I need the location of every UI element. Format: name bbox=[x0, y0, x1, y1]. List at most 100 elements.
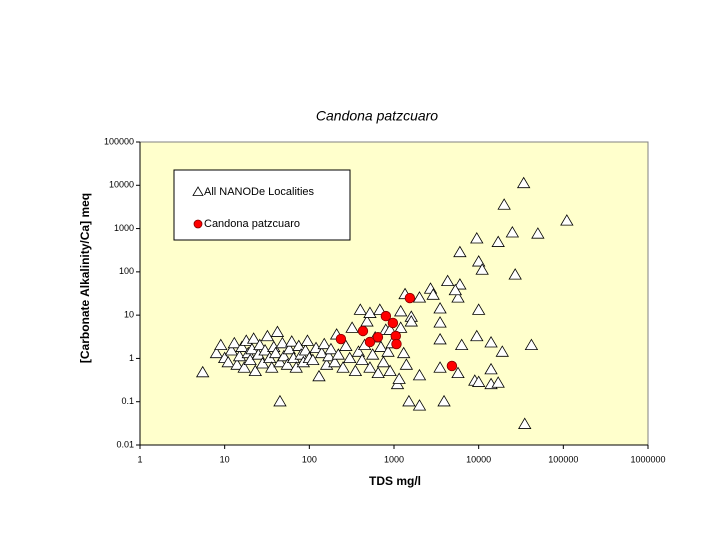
triangle-marker bbox=[412, 399, 427, 411]
y-tick-label: 0.01 bbox=[116, 439, 134, 449]
triangle-marker bbox=[505, 225, 520, 238]
circle-marker bbox=[372, 331, 384, 343]
triangle-marker bbox=[470, 232, 484, 244]
triangle-marker bbox=[324, 342, 338, 355]
triangle-marker bbox=[491, 376, 505, 388]
legend-label: Candona patzcuaro bbox=[204, 218, 300, 230]
triangle-marker bbox=[360, 315, 374, 327]
triangle-marker bbox=[273, 394, 287, 407]
triangle-marker bbox=[437, 394, 451, 407]
triangle-marker bbox=[453, 245, 467, 258]
triangle-marker bbox=[433, 302, 447, 314]
triangle-marker bbox=[268, 346, 283, 359]
triangle-marker bbox=[470, 329, 484, 342]
triangle-marker bbox=[258, 344, 272, 356]
y-axis-label: [Carbonate Alkalinity/Ca] meq bbox=[78, 193, 92, 363]
triangle-marker bbox=[371, 366, 385, 379]
triangle-marker bbox=[484, 362, 498, 375]
triangle-marker bbox=[508, 268, 522, 280]
triangle-marker bbox=[448, 283, 463, 296]
x-tick-label: 100000 bbox=[548, 454, 578, 464]
triangle-marker bbox=[275, 336, 290, 349]
triangle-marker bbox=[471, 303, 486, 315]
x-tick-label: 100 bbox=[302, 454, 317, 464]
circle-marker bbox=[380, 310, 392, 322]
triangle-marker bbox=[232, 349, 247, 362]
legend-box bbox=[173, 169, 351, 241]
x-tick-label: 1000000 bbox=[630, 454, 665, 464]
y-tick-label: 100000 bbox=[104, 136, 134, 146]
circle-marker bbox=[404, 292, 416, 304]
triangle-marker bbox=[394, 321, 408, 333]
triangle-marker bbox=[374, 340, 388, 352]
triangle-marker bbox=[531, 227, 545, 239]
circle-marker bbox=[446, 360, 458, 372]
chart-title: Candona patzcuaro bbox=[316, 108, 438, 124]
triangle-marker bbox=[248, 364, 262, 377]
triangle-marker bbox=[471, 375, 486, 387]
triangle-marker bbox=[524, 338, 539, 350]
triangle-marker bbox=[454, 338, 469, 350]
triangle-marker bbox=[345, 321, 359, 333]
triangle-marker bbox=[433, 361, 447, 373]
triangle-marker bbox=[224, 344, 239, 356]
triangle-marker bbox=[300, 334, 315, 346]
triangle-marker bbox=[383, 364, 397, 377]
triangle-marker bbox=[440, 274, 455, 287]
triangle-marker bbox=[277, 349, 291, 362]
triangle-marker bbox=[282, 342, 297, 355]
triangle-marker bbox=[451, 366, 465, 379]
legend-marker bbox=[193, 219, 203, 229]
triangle-marker bbox=[260, 329, 275, 342]
triangle-marker bbox=[312, 369, 326, 382]
y-tick-label: 1 bbox=[129, 353, 134, 363]
triangle-marker bbox=[355, 353, 369, 366]
triangle-marker bbox=[230, 358, 244, 370]
triangle-marker bbox=[394, 304, 408, 317]
triangle-marker bbox=[376, 355, 391, 368]
triangle-marker bbox=[322, 349, 336, 362]
triangle-marker bbox=[331, 348, 346, 360]
triangle-marker bbox=[353, 303, 368, 315]
triangle-marker bbox=[285, 335, 299, 347]
triangle-marker bbox=[273, 355, 287, 368]
legend-marker bbox=[192, 186, 204, 196]
circle-marker bbox=[364, 336, 376, 348]
x-tick-label: 1 bbox=[137, 454, 142, 464]
triangle-marker bbox=[363, 306, 377, 318]
triangle-marker bbox=[484, 335, 498, 348]
triangle-marker bbox=[404, 315, 418, 327]
triangle-marker bbox=[381, 345, 395, 357]
triangle-marker bbox=[433, 332, 447, 345]
y-tick-label: 10 bbox=[124, 310, 134, 320]
triangle-marker bbox=[221, 355, 235, 368]
y-tick-label: 10000 bbox=[109, 180, 134, 190]
triangle-marker bbox=[237, 361, 251, 373]
triangle-marker bbox=[402, 394, 416, 407]
triangle-marker bbox=[328, 355, 342, 368]
triangle-marker bbox=[214, 338, 228, 350]
triangle-marker bbox=[246, 332, 261, 344]
y-tick-label: 0.1 bbox=[121, 396, 134, 406]
triangle-marker bbox=[298, 344, 313, 356]
triangle-marker bbox=[475, 263, 489, 275]
y-tick-label: 100 bbox=[119, 266, 134, 276]
triangle-marker bbox=[392, 372, 406, 384]
triangle-marker bbox=[399, 358, 414, 370]
triangle-marker bbox=[412, 291, 427, 303]
circle-marker bbox=[391, 338, 402, 350]
triangle-marker bbox=[363, 361, 377, 373]
triangle-marker bbox=[412, 368, 427, 381]
triangle-marker bbox=[426, 288, 440, 300]
triangle-marker bbox=[339, 339, 353, 351]
triangle-marker bbox=[351, 345, 366, 357]
triangle-marker bbox=[209, 346, 224, 359]
x-tick-label: 1000 bbox=[384, 454, 404, 464]
triangle-marker bbox=[195, 365, 210, 378]
triangle-marker bbox=[396, 346, 411, 359]
triangle-marker bbox=[348, 364, 363, 377]
triangle-marker bbox=[433, 316, 447, 328]
x-axis-label: TDS mg/l bbox=[369, 474, 421, 488]
triangle-marker bbox=[343, 351, 357, 364]
